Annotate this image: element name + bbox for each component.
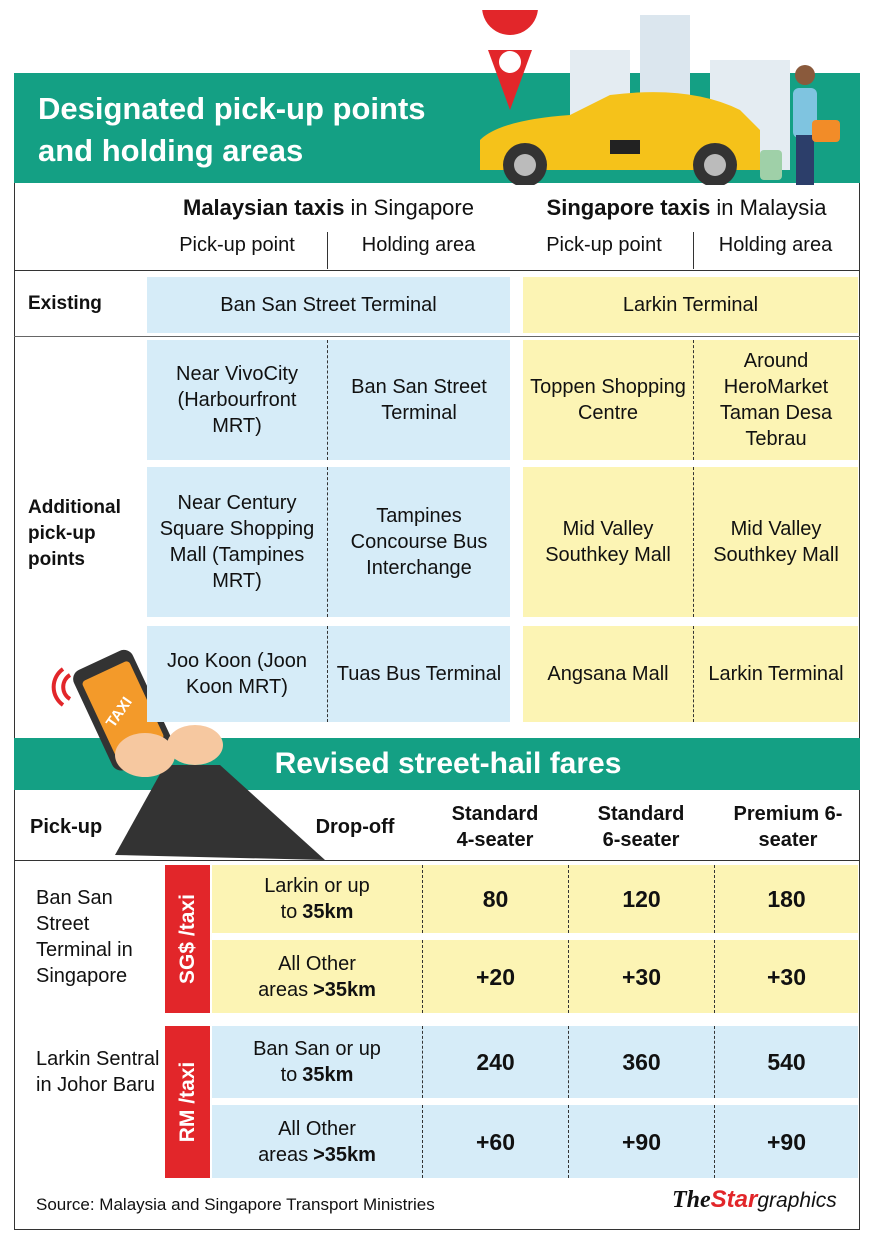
- existing-cell: Ban San Street Terminal: [147, 277, 510, 333]
- pickup-location: Larkin Sentral in Johor Baru: [36, 1048, 160, 1096]
- row-label: Existing: [28, 293, 102, 314]
- group-header: Singapore taxis in Malaysia: [515, 195, 858, 221]
- currency-tab: SG$ /taxi: [165, 865, 210, 1013]
- pickup-cell: Ban San Street Terminal: [327, 340, 510, 460]
- logo-star: Star: [710, 1186, 758, 1213]
- fare-value: +60: [422, 1105, 568, 1178]
- phone-illustration: TAXI: [51, 649, 325, 860]
- logo: TheStargraphics: [672, 1186, 837, 1214]
- fare-value: 120: [568, 865, 714, 933]
- dropoff-text: Larkin or up to 35km: [242, 873, 392, 925]
- logo-graphics: graphics: [757, 1189, 837, 1212]
- column-header: Holding area: [361, 234, 476, 256]
- fare-value: +90: [714, 1105, 858, 1178]
- dropoff-cell: Larkin or up to 35km: [212, 865, 422, 933]
- dropoff-normal: Ban San or up to: [253, 1038, 381, 1086]
- dropoff-normal: Larkin or up to: [264, 875, 370, 923]
- title: Designated pick-up points and holding ar…: [38, 91, 426, 168]
- currency-tab: RM /taxi: [165, 1026, 210, 1178]
- illustration: [480, 10, 840, 185]
- dropoff-normal: All Other areas: [258, 1117, 356, 1166]
- fare-header: Pick-up: [30, 816, 103, 838]
- currency-label: RM /taxi: [175, 1061, 199, 1143]
- column-header: Pick-up point: [546, 234, 662, 256]
- pickup-cell: Mid Valley Southkey Mall: [693, 467, 858, 617]
- dropoff-bold: >35km: [313, 1143, 376, 1166]
- dropoff-cell: Ban San or up to 35km: [212, 1026, 422, 1098]
- dropoff-text: Ban San or up to 35km: [242, 1036, 392, 1088]
- rule: [14, 336, 860, 337]
- existing-cell: Larkin Terminal: [523, 277, 858, 333]
- fare-header: Standard 4-seater: [451, 803, 539, 851]
- group-header: Malaysian taxis in Singapore: [147, 195, 510, 221]
- pickup-cell: Larkin Terminal: [693, 626, 858, 722]
- dropoff-cell: All Other areas >35km: [212, 940, 422, 1013]
- group-header-normal: in Singapore: [350, 195, 474, 220]
- rule: [14, 860, 860, 861]
- dropoff-normal: All Other areas: [258, 952, 356, 1001]
- pickup-cell: Around HeroMarket Taman Desa Tebrau: [693, 340, 858, 460]
- dropoff-cell: All Other areas >35km: [212, 1105, 422, 1178]
- pickup-cell: Joo Koon (Joon Koon MRT): [147, 626, 327, 722]
- pickup-cell: Mid Valley Southkey Mall: [523, 467, 693, 617]
- divider: [693, 232, 694, 269]
- divider: [327, 232, 328, 269]
- dropoff-bold: 35km: [302, 901, 354, 923]
- pickup-cell: Angsana Mall: [523, 626, 693, 722]
- dropoff-text: All Other areas >35km: [242, 951, 392, 1003]
- fare-header: Standard 6-seater: [597, 803, 685, 851]
- dropoff-text: All Other areas >35km: [242, 1116, 392, 1168]
- pickup-cell: Near Century Square Shopping Mall (Tampi…: [147, 467, 327, 617]
- column-header: Holding area: [718, 234, 833, 256]
- pickup-cell: Toppen Shopping Centre: [523, 340, 693, 460]
- source: Source: Malaysia and Singapore Transport…: [36, 1195, 435, 1214]
- row-label: Additional pick-up points: [28, 497, 121, 570]
- fare-value: 240: [422, 1026, 568, 1098]
- logo-the: The: [672, 1187, 711, 1213]
- group-header-normal: in Malaysia: [716, 195, 827, 220]
- pickup-location: Ban San Street Terminal in Singapore: [36, 887, 133, 987]
- fares-title: Revised street-hail fares: [274, 747, 622, 780]
- fare-value: +20: [422, 940, 568, 1013]
- fare-value: +30: [568, 940, 714, 1013]
- dropoff-bold: 35km: [302, 1064, 354, 1086]
- pickup-cell: Tampines Concourse Bus Interchange: [327, 467, 510, 617]
- fare-value: 180: [714, 865, 858, 933]
- fare-value: +30: [714, 940, 858, 1013]
- currency-label: SG$ /taxi: [175, 894, 199, 984]
- rule: [14, 270, 860, 271]
- group-header-bold: Singapore taxis: [546, 195, 711, 220]
- fare-header: Drop-off: [315, 816, 395, 838]
- fare-header: Premium 6-seater: [733, 803, 843, 851]
- fare-value: 80: [422, 865, 568, 933]
- fare-value: 360: [568, 1026, 714, 1098]
- fare-value: +90: [568, 1105, 714, 1178]
- pickup-cell: Near VivoCity (Harbourfront MRT): [147, 340, 327, 460]
- fare-value: 540: [714, 1026, 858, 1098]
- group-header-bold: Malaysian taxis: [183, 195, 345, 220]
- pickup-cell: Tuas Bus Terminal: [327, 626, 510, 722]
- column-header: Pick-up point: [179, 234, 295, 256]
- dropoff-bold: >35km: [313, 978, 376, 1001]
